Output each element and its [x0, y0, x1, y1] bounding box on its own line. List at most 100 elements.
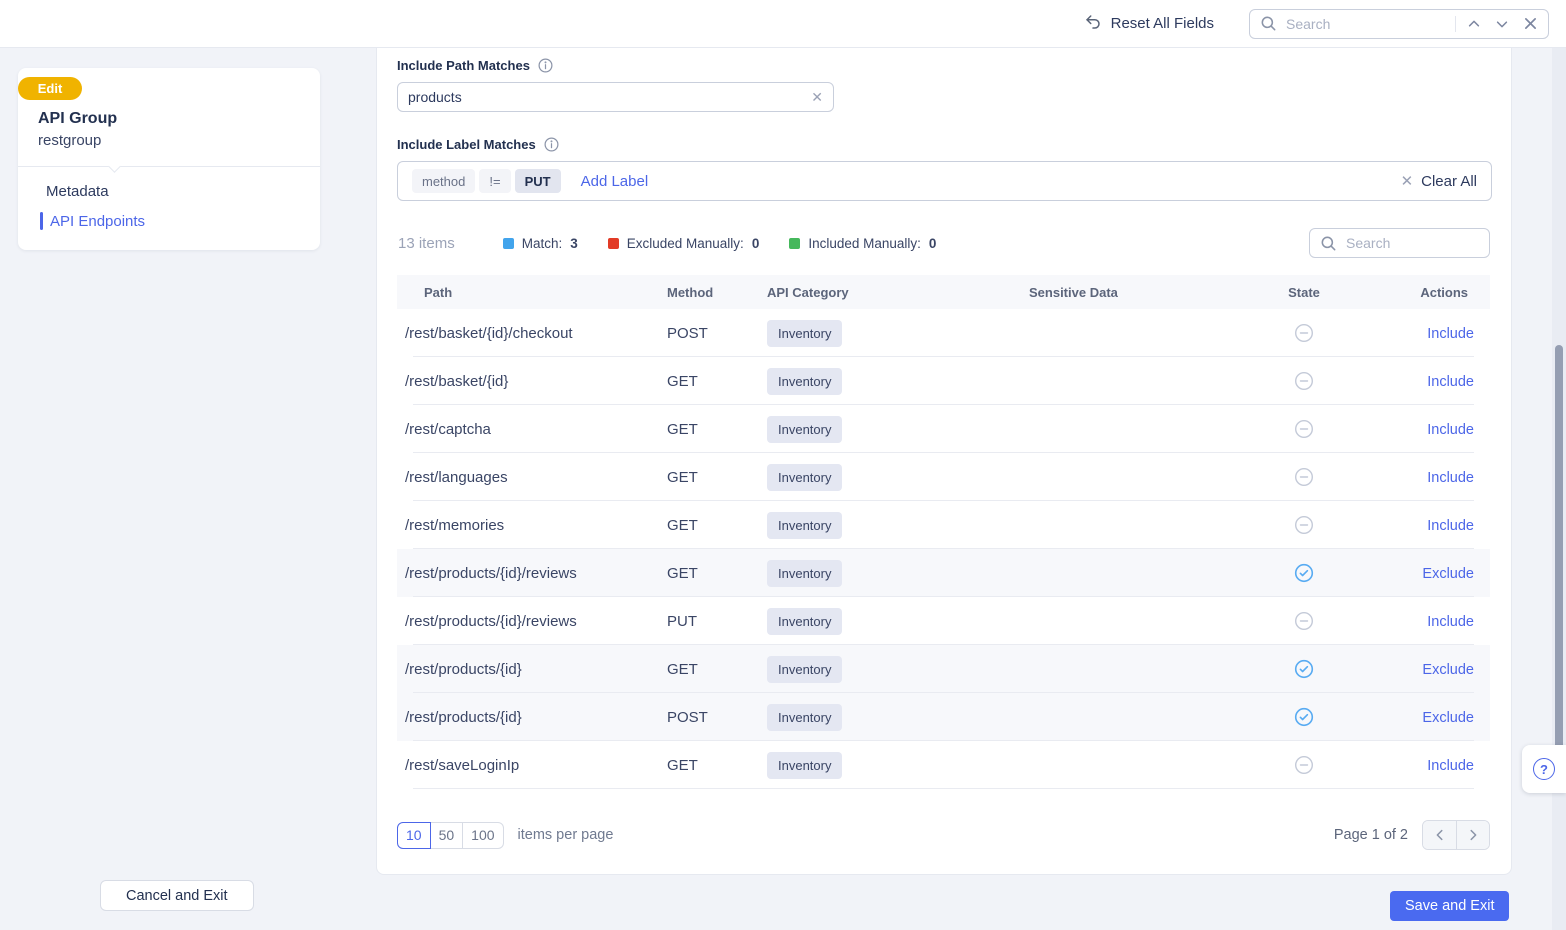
- info-icon[interactable]: [544, 137, 559, 152]
- state-cell: [1259, 515, 1349, 535]
- table-row: /rest/memories GET Inventory Include: [397, 501, 1490, 549]
- legend-count: 0: [928, 235, 937, 251]
- scrollbar-track[interactable]: [1552, 48, 1566, 930]
- column-header-sensitive-data: Sensitive Data: [1029, 284, 1118, 300]
- label-matches-box: method != PUT Add Label ✕ Clear All: [397, 161, 1492, 201]
- edit-mode-badge: Edit: [18, 77, 82, 100]
- page-size-10-button[interactable]: 10: [397, 821, 431, 849]
- scrollbar-thumb[interactable]: [1555, 345, 1563, 790]
- search-close-icon[interactable]: [1520, 14, 1540, 34]
- state-cell: [1259, 419, 1349, 439]
- state-cell: [1259, 707, 1349, 727]
- table-search-input[interactable]: [1346, 235, 1481, 251]
- info-icon[interactable]: [538, 58, 553, 73]
- check-circle-icon: [1294, 563, 1314, 583]
- api-category-chip: Inventory: [767, 559, 843, 587]
- endpoint-method: GET: [667, 420, 698, 438]
- add-label-link[interactable]: Add Label: [580, 172, 649, 190]
- label-value-chip: PUT: [514, 169, 561, 193]
- endpoint-path: /rest/basket/{id}: [405, 372, 509, 390]
- state-cell: [1259, 659, 1349, 679]
- api-category-chip: Inventory: [767, 703, 843, 731]
- endpoint-method: POST: [667, 324, 708, 342]
- table-header: Path Method API Category Sensitive Data …: [397, 275, 1490, 309]
- include-path-matches-input[interactable]: [408, 89, 812, 105]
- reset-all-fields-label: Reset All Fields: [1110, 15, 1214, 32]
- search-prev-icon[interactable]: [1464, 14, 1484, 34]
- page-size-50-button[interactable]: 50: [430, 821, 464, 849]
- state-cell: [1259, 563, 1349, 583]
- save-and-exit-button[interactable]: Save and Exit: [1390, 891, 1510, 921]
- global-search-input[interactable]: [1286, 15, 1447, 32]
- endpoint-method: GET: [667, 516, 698, 534]
- search-icon: [1318, 233, 1338, 253]
- row-action-link[interactable]: Include: [1427, 517, 1474, 534]
- global-search-box: [1249, 8, 1549, 39]
- help-button[interactable]: ?: [1522, 745, 1566, 793]
- api-group-name: restgroup: [38, 132, 102, 149]
- api-endpoints-panel: Include Path Matches ✕ Include Label Mat…: [376, 48, 1512, 875]
- sidebar-divider: [18, 166, 320, 167]
- label-match-chip[interactable]: method != PUT: [412, 169, 561, 193]
- api-category-chip: Inventory: [767, 751, 843, 779]
- api-group-card: Edit API Group restgroup Metadata API En…: [18, 68, 320, 250]
- legend-count: 0: [751, 235, 760, 251]
- column-header-actions: Actions: [1420, 284, 1468, 300]
- search-next-icon[interactable]: [1492, 14, 1512, 34]
- clear-all-x-icon: ✕: [1400, 173, 1414, 190]
- api-category-chip: Inventory: [767, 511, 843, 539]
- table-summary-row: 13 items Match: 3 Excluded Manually: 0 I…: [397, 228, 1490, 258]
- page-nav-group: [1422, 820, 1490, 850]
- minus-circle-icon: [1294, 611, 1314, 631]
- search-divider: [1455, 15, 1456, 32]
- row-action-link[interactable]: Include: [1427, 613, 1474, 630]
- sidebar-item-metadata[interactable]: Metadata: [18, 176, 320, 206]
- legend-label: Match:: [521, 235, 563, 251]
- row-action-link[interactable]: Include: [1427, 325, 1474, 342]
- api-category-chip: Inventory: [767, 655, 843, 683]
- column-header-path: Path: [424, 284, 453, 300]
- items-count: 13 items: [398, 234, 455, 252]
- endpoint-path: /rest/products/{id}: [405, 708, 522, 726]
- pagination-bar: 10 50 100 items per page Page 1 of 2: [397, 820, 1490, 850]
- included-swatch-icon: [789, 237, 801, 249]
- sidebar-item-api-endpoints[interactable]: API Endpoints: [18, 206, 320, 236]
- include-path-matches-label-row: Include Path Matches: [397, 58, 1490, 73]
- minus-circle-icon: [1294, 323, 1314, 343]
- clear-all-button[interactable]: ✕ Clear All: [1400, 172, 1477, 191]
- column-header-state: State: [1288, 284, 1320, 300]
- sidebar-item-label: API Endpoints: [50, 212, 146, 230]
- table-row: /rest/products/{id}/reviews GET Inventor…: [397, 549, 1490, 597]
- page-size-100-button[interactable]: 100: [463, 821, 504, 849]
- table-row: /rest/products/{id} POST Inventory Exclu…: [397, 693, 1490, 741]
- api-category-chip: Inventory: [767, 367, 843, 395]
- row-action-link[interactable]: Include: [1427, 373, 1474, 390]
- row-action-link[interactable]: Exclude: [1422, 565, 1474, 582]
- sidebar-item-label: Metadata: [46, 182, 109, 200]
- row-action-link[interactable]: Include: [1427, 469, 1474, 486]
- table-search-box: [1309, 228, 1490, 258]
- endpoint-method: GET: [667, 468, 698, 486]
- next-page-button[interactable]: [1456, 821, 1489, 849]
- table-row: /rest/basket/{id}/checkout POST Inventor…: [397, 309, 1490, 357]
- column-header-api-category: API Category: [767, 284, 849, 300]
- row-action-link[interactable]: Exclude: [1422, 709, 1474, 726]
- sidebar-nav: Metadata API Endpoints: [18, 176, 320, 236]
- reset-all-fields-button[interactable]: Reset All Fields: [1084, 13, 1214, 35]
- clear-path-match-icon[interactable]: ✕: [811, 89, 823, 105]
- previous-page-button[interactable]: [1423, 821, 1456, 849]
- table-row: /rest/products/{id} GET Inventory Exclud…: [397, 645, 1490, 693]
- api-category-chip: Inventory: [767, 607, 843, 635]
- table-body: /rest/basket/{id}/checkout POST Inventor…: [397, 309, 1490, 789]
- row-action-link[interactable]: Include: [1427, 757, 1474, 774]
- row-action-link[interactable]: Include: [1427, 421, 1474, 438]
- legend-label: Excluded Manually:: [626, 235, 744, 251]
- cancel-and-exit-button[interactable]: Cancel and Exit: [100, 880, 254, 911]
- endpoints-table: Path Method API Category Sensitive Data …: [397, 275, 1490, 789]
- excluded-swatch-icon: [607, 237, 619, 249]
- state-cell: [1259, 323, 1349, 343]
- endpoint-path: /rest/memories: [405, 516, 505, 534]
- label-key-chip: method: [412, 169, 476, 193]
- search-icon: [1258, 14, 1278, 34]
- row-action-link[interactable]: Exclude: [1422, 661, 1474, 678]
